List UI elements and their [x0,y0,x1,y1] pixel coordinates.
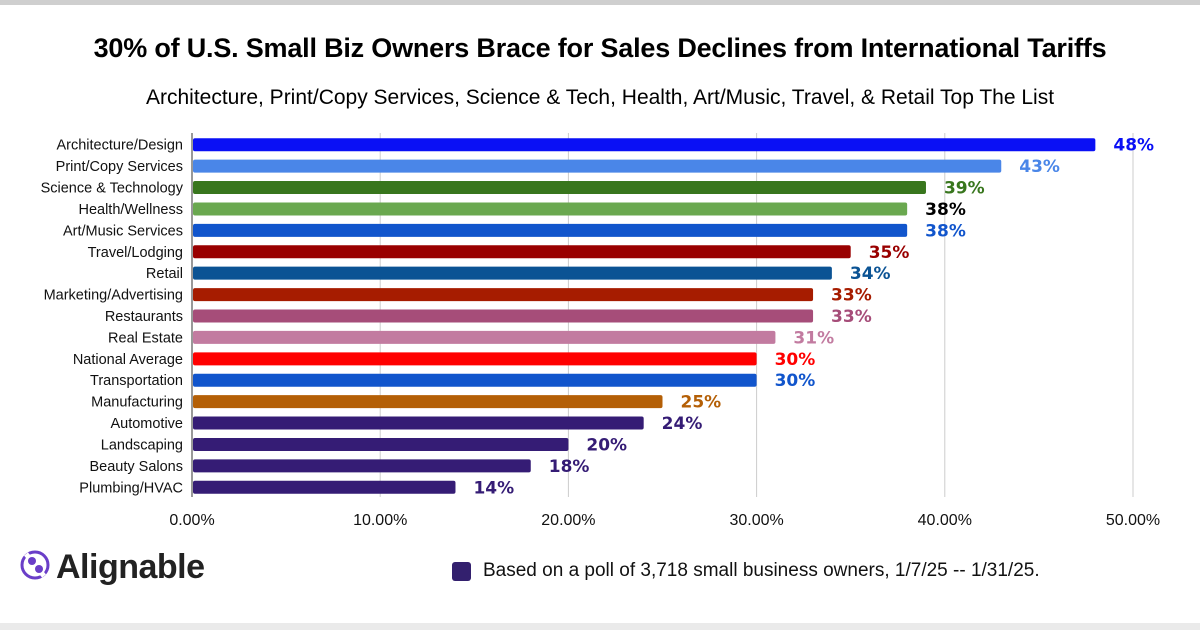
bar [193,288,814,302]
category-label: Manufacturing [91,395,183,411]
value-label: 20% [586,435,627,455]
bar [193,138,1096,152]
value-label: 38% [925,221,966,241]
category-label: Travel/Lodging [88,245,183,261]
legend-text: Based on a poll of 3,718 small business … [483,560,1040,581]
category-label: Marketing/Advertising [44,288,183,304]
category-label: Real Estate [108,330,183,346]
category-label: Plumbing/HVAC [79,480,183,496]
value-label: 43% [1019,157,1060,177]
value-label: 33% [831,307,872,327]
category-label: Restaurants [105,309,183,325]
category-label: Art/Music Services [63,223,183,239]
value-label: 34% [850,264,891,284]
x-tick-label: 0.00% [169,512,214,529]
bar [193,309,814,323]
value-label: 14% [473,478,514,498]
category-label: Beauty Salons [89,459,183,475]
chart-subtitle: Architecture, Print/Copy Services, Scien… [145,86,1055,109]
bar [193,480,456,494]
bar [193,202,908,216]
value-label: 30% [775,371,816,391]
brand-name: Alignable [56,548,205,586]
value-label: 33% [831,286,872,306]
x-tick-label: 10.00% [353,512,407,529]
value-label: 35% [869,243,910,263]
bar [193,159,1002,173]
x-tick-label: 20.00% [541,512,595,529]
x-tick-label: 50.00% [1106,512,1160,529]
x-tick-label: 30.00% [729,512,783,529]
top-border [0,0,1200,5]
bar [193,459,531,473]
value-label: 31% [793,328,834,348]
bar [193,416,644,430]
alignable-logo-icon [20,548,50,587]
value-label: 38% [925,200,966,220]
bar [193,395,663,409]
category-label: Print/Copy Services [56,159,183,175]
chart-title: 30% of U.S. Small Biz Owners Brace for S… [93,33,1107,63]
bar [193,266,832,280]
bar [193,245,851,259]
bar [193,352,757,366]
category-label: Health/Wellness [78,202,183,218]
bottom-border [0,623,1200,630]
value-label: 18% [549,457,590,477]
category-label: Architecture/Design [56,138,183,154]
bar [193,330,776,344]
category-label: Retail [146,266,183,282]
value-label: 30% [775,350,816,370]
category-label: National Average [73,352,183,368]
alignable-logo[interactable]: Alignable [20,548,205,587]
value-label: 24% [662,414,703,434]
bar [193,223,908,237]
bar [193,373,757,387]
category-label: Automotive [110,416,183,432]
category-label: Science & Technology [41,181,184,197]
chart-legend: Based on a poll of 3,718 small business … [452,560,1040,582]
category-label: Landscaping [101,437,183,453]
x-tick-label: 40.00% [918,512,972,529]
category-label: Transportation [90,373,183,389]
value-label: 39% [944,179,985,199]
value-label: 25% [681,393,722,413]
bar [193,437,569,451]
value-label: 48% [1113,136,1154,156]
bar [193,181,926,195]
legend-swatch [452,561,471,581]
